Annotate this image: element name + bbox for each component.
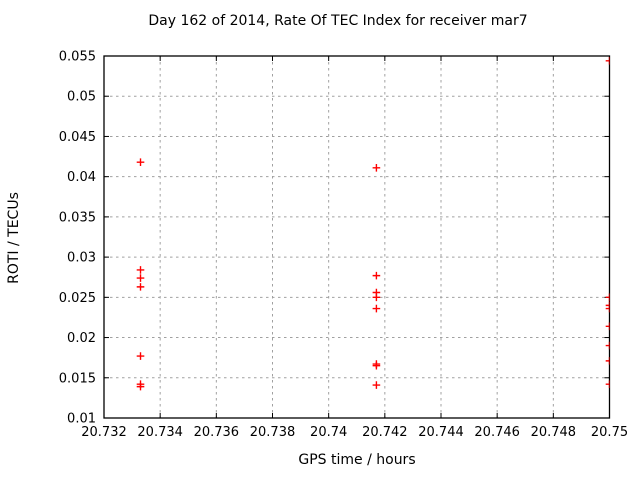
svg-text:20.738: 20.738 — [250, 425, 296, 440]
data-point-marker — [605, 380, 610, 389]
data-point-marker — [605, 293, 610, 302]
x-tick-labels: 20.732 20.734 20.736 20.738 20.74 20.742 20.74… — [81, 425, 628, 440]
data-points — [136, 57, 610, 391]
svg-text:0.015: 0.015 — [59, 371, 96, 386]
plot-border — [103, 55, 611, 419]
svg-text:20.74: 20.74 — [310, 425, 347, 440]
svg-text:20.744: 20.744 — [418, 425, 464, 440]
data-point-marker — [372, 271, 381, 280]
svg-text:20.734: 20.734 — [137, 425, 183, 440]
data-point-marker — [372, 361, 381, 370]
svg-text:0.03: 0.03 — [67, 251, 96, 266]
data-point-marker — [136, 382, 145, 391]
svg-text:20.748: 20.748 — [531, 425, 577, 440]
gridlines — [104, 56, 610, 418]
axis-ticks — [103, 55, 610, 419]
svg-text:20.736: 20.736 — [194, 425, 240, 440]
data-point-marker — [605, 304, 610, 313]
data-point-marker — [136, 352, 145, 360]
data-point-marker — [136, 283, 145, 291]
data-point-marker — [605, 57, 610, 65]
data-point-marker — [605, 357, 610, 365]
svg-text:0.045: 0.045 — [59, 130, 96, 145]
svg-text:0.02: 0.02 — [67, 331, 96, 346]
data-point-marker — [372, 293, 381, 302]
data-point-marker — [372, 164, 381, 172]
data-point-marker — [136, 266, 145, 274]
svg-text:20.746: 20.746 — [474, 425, 520, 440]
data-point-marker — [372, 381, 381, 389]
y-tick-labels: 0.01 0.015 0.02 0.025 0.03 0.035 0.04 0.045 0.05… — [59, 50, 96, 427]
data-point-marker — [605, 341, 610, 350]
svg-text:0.055: 0.055 — [59, 50, 96, 65]
svg-text:0.01: 0.01 — [67, 412, 96, 427]
svg-text:0.04: 0.04 — [67, 170, 96, 185]
svg-text:0.025: 0.025 — [59, 291, 96, 306]
chart-title-text: Day 162 of 2014, Rate Of TEC Index for r… — [148, 13, 528, 29]
data-point-marker — [605, 322, 610, 331]
svg-text:0.035: 0.035 — [59, 210, 96, 225]
data-point-marker — [136, 274, 145, 282]
chart-title: Day 162 of 2014, Rate Of TEC Index for r… — [0, 13, 640, 29]
svg-text:20.742: 20.742 — [362, 425, 408, 440]
data-point-marker — [372, 304, 381, 313]
y-axis-title: ROTI / TECUs — [6, 192, 22, 284]
data-point-marker — [605, 301, 610, 310]
svg-text:20.732: 20.732 — [81, 425, 127, 440]
data-point-marker — [136, 158, 145, 166]
svg-text:0.05: 0.05 — [67, 90, 96, 105]
x-axis-title: GPS time / hours — [298, 452, 416, 468]
svg-text:20.75: 20.75 — [591, 425, 628, 440]
